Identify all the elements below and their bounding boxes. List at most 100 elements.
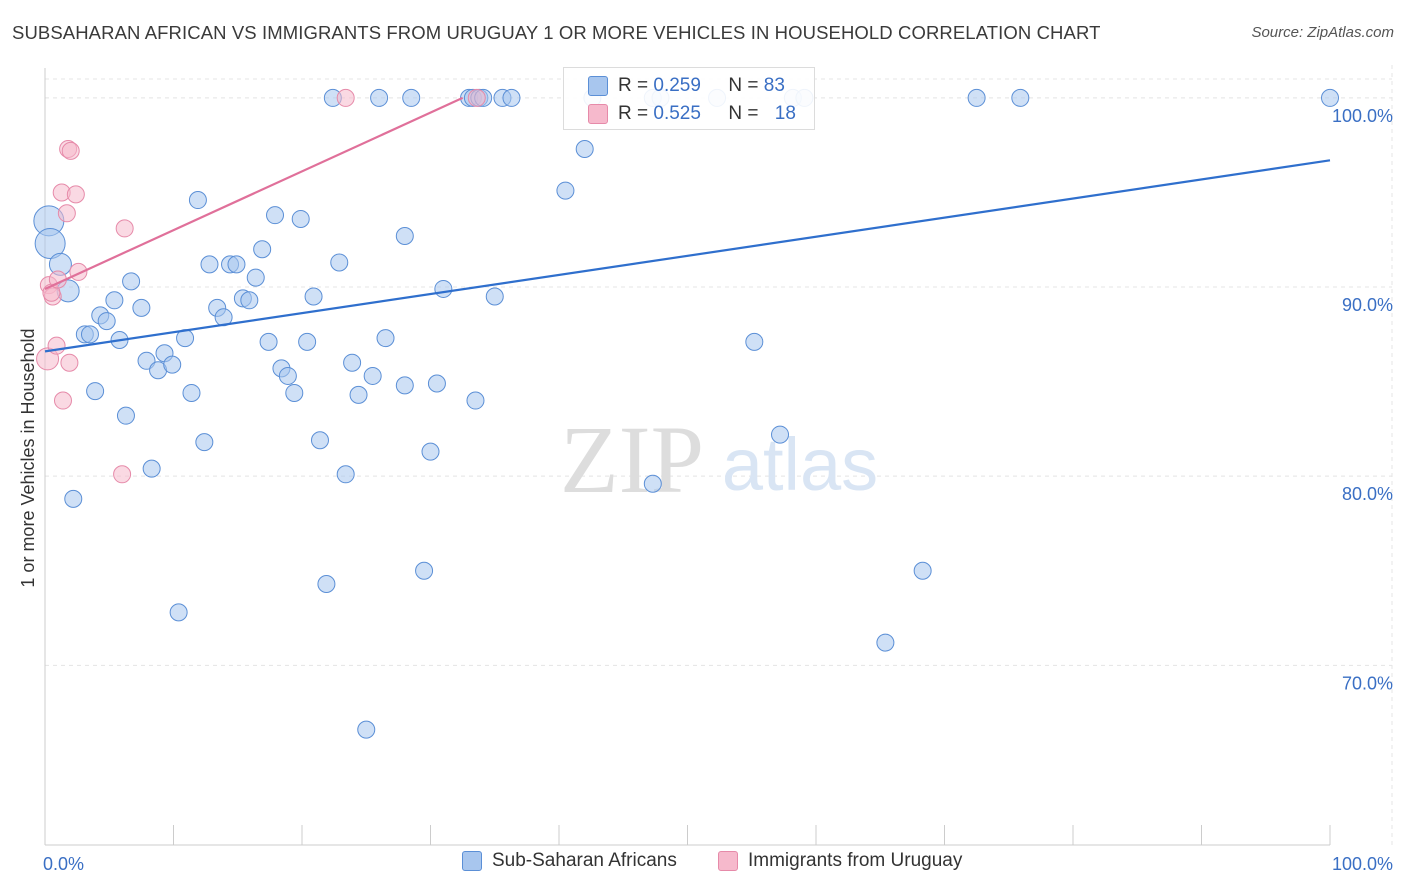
sub-saharan-point xyxy=(575,139,594,158)
uruguay-point xyxy=(60,353,79,372)
sub-saharan-point xyxy=(188,191,207,210)
sub-saharan-point xyxy=(86,382,105,401)
stats-r-label: R = xyxy=(618,75,654,96)
sub-saharan-point xyxy=(415,561,434,580)
sub-saharan-point xyxy=(502,88,521,107)
sub-saharan-point xyxy=(169,603,188,622)
sub-saharan-point xyxy=(298,332,317,351)
stats-n-value: 83 xyxy=(763,75,785,96)
sub-saharan-point xyxy=(142,459,161,478)
sub-saharan-point xyxy=(304,287,323,306)
sub-saharan-point xyxy=(349,385,368,404)
sub-saharan-point xyxy=(357,720,376,739)
series-uruguay-points xyxy=(36,88,486,484)
x-tick-label-start: 0.0% xyxy=(43,854,84,874)
legend: Sub-Saharan Africans Immigrants from Uru… xyxy=(0,850,1406,880)
uruguay-point xyxy=(113,465,132,484)
watermark-atlas: atlas xyxy=(722,423,878,506)
sub-saharan-point xyxy=(195,433,214,452)
sub-saharan-point xyxy=(132,298,151,317)
uruguay-point xyxy=(467,88,486,107)
sub-saharan-point xyxy=(376,329,395,348)
stats-r-value: 0.525 xyxy=(653,103,701,124)
stats-row-sub-saharan: R = 0.259 N = 83 xyxy=(588,75,785,97)
sub-saharan-point xyxy=(336,465,355,484)
sub-saharan-point xyxy=(122,272,141,291)
stats-n-label: N = xyxy=(728,75,764,96)
sub-saharan-point xyxy=(1321,88,1339,107)
sub-saharan-point xyxy=(402,88,421,107)
sub-saharan-trend-line xyxy=(44,159,1331,353)
tick-labels: 70.0% 80.0% 90.0% 100.0% 0.0% 100.0% xyxy=(43,106,1393,874)
sub-saharan-point xyxy=(116,406,135,425)
uruguay-point xyxy=(61,141,80,160)
sub-saharan-point xyxy=(278,366,297,385)
sub-saharan-point xyxy=(253,240,272,259)
sub-saharan-point xyxy=(967,88,986,107)
stats-swatch-blue xyxy=(588,76,608,96)
y-tick-label: 100.0% xyxy=(1332,106,1393,126)
sub-saharan-point xyxy=(395,376,414,395)
sub-saharan-point xyxy=(485,287,504,306)
sub-saharan-point xyxy=(291,209,310,228)
stats-swatch-pink xyxy=(588,104,608,124)
sub-saharan-point xyxy=(556,181,575,200)
stats-r-label: R = xyxy=(618,103,654,124)
legend-swatch-pink xyxy=(718,851,738,871)
watermark: ZIP atlas xyxy=(560,406,878,513)
sub-saharan-point xyxy=(395,226,414,245)
sub-saharan-point xyxy=(34,228,66,260)
y-tick-label: 90.0% xyxy=(1342,295,1393,315)
trend-lines xyxy=(44,96,1331,353)
sub-saharan-point xyxy=(259,332,278,351)
sub-saharan-point xyxy=(64,489,83,508)
series-sub-saharan-points xyxy=(33,88,1339,739)
sub-saharan-point xyxy=(427,374,446,393)
sub-saharan-point xyxy=(240,291,259,310)
sub-saharan-point xyxy=(771,425,790,444)
uruguay-trend-line xyxy=(44,96,464,290)
sub-saharan-point xyxy=(163,355,182,374)
uruguay-point xyxy=(53,391,72,410)
uruguay-point xyxy=(57,204,76,223)
sub-saharan-point xyxy=(200,255,219,274)
sub-saharan-point xyxy=(913,561,932,580)
sub-saharan-point xyxy=(363,366,382,385)
sub-saharan-point xyxy=(227,255,246,274)
grid-lines xyxy=(45,65,1393,845)
watermark-zip: ZIP xyxy=(560,406,704,513)
sub-saharan-point xyxy=(285,383,304,402)
legend-swatch-blue xyxy=(462,851,482,871)
stats-box: R = 0.259 N = 83 R = 0.525 N = 18 xyxy=(563,67,815,130)
sub-saharan-point xyxy=(745,332,764,351)
sub-saharan-point xyxy=(643,474,662,493)
legend-label: Sub-Saharan Africans xyxy=(492,850,677,871)
sub-saharan-point xyxy=(105,291,124,310)
uruguay-point xyxy=(66,185,85,204)
sub-saharan-point xyxy=(343,353,362,372)
sub-saharan-point xyxy=(330,253,349,272)
sub-saharan-point xyxy=(266,206,285,225)
y-tick-label: 80.0% xyxy=(1342,484,1393,504)
legend-label: Immigrants from Uruguay xyxy=(748,850,963,871)
stats-r-value: 0.259 xyxy=(653,75,701,96)
axes xyxy=(44,68,1331,846)
sub-saharan-point xyxy=(1011,88,1030,107)
uruguay-point xyxy=(336,88,355,107)
sub-saharan-point xyxy=(421,442,440,461)
sub-saharan-point xyxy=(310,431,329,450)
sub-saharan-point xyxy=(876,633,895,652)
sub-saharan-point xyxy=(370,88,389,107)
source-label: Source: ZipAtlas.com xyxy=(1251,24,1394,41)
y-axis-label: 1 or more Vehicles in Household xyxy=(18,328,38,587)
sub-saharan-point xyxy=(80,325,99,344)
stats-row-uruguay: R = 0.525 N = 18 xyxy=(588,103,796,125)
legend-item-sub-saharan[interactable]: Sub-Saharan Africans xyxy=(462,850,677,872)
sub-saharan-point xyxy=(317,574,336,593)
chart-title: SUBSAHARAN AFRICAN VS IMMIGRANTS FROM UR… xyxy=(12,22,1101,43)
legend-item-uruguay[interactable]: Immigrants from Uruguay xyxy=(718,850,962,872)
stats-n-value: 18 xyxy=(774,103,796,124)
sub-saharan-point xyxy=(466,391,485,410)
sub-saharan-point xyxy=(434,279,453,298)
